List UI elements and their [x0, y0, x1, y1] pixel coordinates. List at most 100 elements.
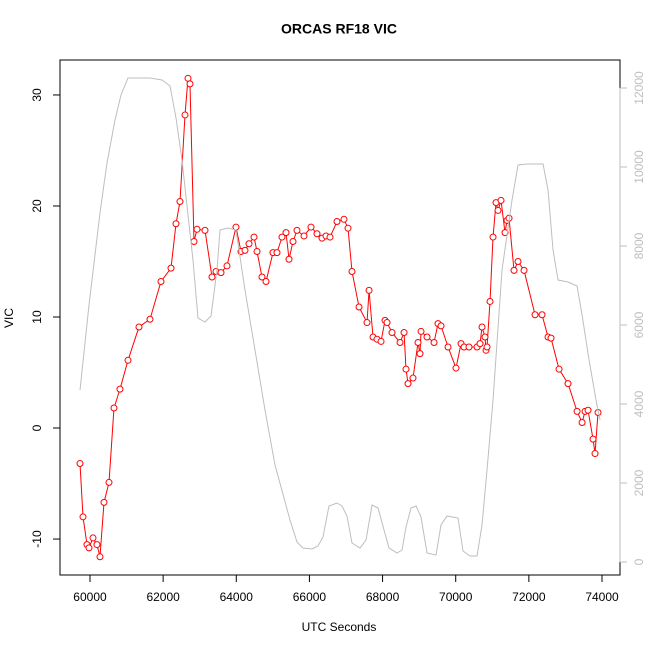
data-point — [423, 333, 431, 341]
data-point — [245, 240, 253, 248]
y-tick-label: 10 — [30, 310, 44, 324]
data-point — [262, 277, 270, 285]
y2-tick-label: 10000 — [632, 150, 646, 184]
data-point — [201, 226, 209, 234]
data-point — [402, 365, 410, 373]
data-point — [589, 435, 597, 443]
data-point — [96, 553, 104, 561]
data-point — [348, 267, 356, 275]
data-point — [181, 111, 189, 119]
data-point — [344, 224, 352, 232]
data-point — [250, 233, 258, 241]
data-point — [223, 262, 231, 270]
data-point — [396, 339, 404, 347]
data-point — [520, 266, 528, 274]
data-point — [547, 334, 555, 342]
y2-tick-label: 8000 — [632, 232, 646, 259]
data-point — [416, 350, 424, 358]
data-point — [444, 343, 452, 351]
data-point — [437, 322, 445, 330]
data-point — [278, 233, 286, 241]
data-point — [430, 339, 438, 347]
data-point — [383, 319, 391, 327]
x-tick-label: 74000 — [585, 590, 619, 604]
data-point — [258, 273, 266, 281]
data-point — [293, 226, 301, 234]
y2-tick-label: 0 — [632, 558, 646, 565]
data-point — [190, 238, 198, 246]
series-line — [79, 77, 601, 557]
y-tick-label: 20 — [30, 199, 44, 213]
data-point — [105, 478, 113, 486]
data-point — [377, 337, 385, 345]
data-point — [538, 311, 546, 319]
data-point — [510, 266, 518, 274]
data-point — [465, 343, 473, 351]
data-point — [300, 232, 308, 240]
data-point — [476, 340, 484, 348]
data-point — [486, 297, 494, 305]
data-point — [116, 385, 124, 393]
data-point — [584, 406, 592, 414]
data-point — [400, 329, 408, 337]
data-point — [417, 327, 425, 335]
data-point — [333, 218, 341, 226]
data-point — [193, 225, 201, 233]
x-tick-label: 70000 — [439, 590, 473, 604]
data-point — [273, 249, 281, 257]
x-tick-label: 68000 — [366, 590, 400, 604]
data-point — [167, 264, 175, 272]
data-point — [307, 223, 315, 231]
data-point — [404, 380, 412, 388]
data-point — [135, 323, 143, 331]
data-point — [388, 329, 396, 337]
data-point — [217, 269, 225, 277]
data-point — [89, 534, 97, 542]
data-point — [241, 246, 249, 254]
x-tick-label: 60000 — [73, 590, 107, 604]
data-point — [176, 198, 184, 206]
data-point — [497, 196, 505, 204]
x-tick-label: 66000 — [293, 590, 327, 604]
x-tick-label: 72000 — [512, 590, 546, 604]
data-point — [564, 380, 572, 388]
data-point — [489, 233, 497, 241]
x-tick-label: 62000 — [146, 590, 180, 604]
data-point — [481, 333, 489, 341]
data-point — [478, 323, 486, 331]
y-tick-label: 30 — [30, 88, 44, 102]
y-axis-label: VIC — [2, 308, 16, 328]
data-point — [494, 206, 502, 214]
y2-tick-label: 2000 — [632, 469, 646, 496]
x-axis-label: UTC Seconds — [302, 620, 377, 634]
data-point — [578, 418, 586, 426]
data-point — [573, 407, 581, 415]
data-point — [452, 364, 460, 372]
y-tick-label: 0 — [30, 424, 44, 431]
data-point — [591, 450, 599, 458]
data-point — [363, 319, 371, 327]
data-point — [326, 233, 334, 241]
data-point — [110, 404, 118, 412]
data-point — [124, 356, 132, 364]
data-point — [186, 80, 194, 88]
data-point — [157, 277, 165, 285]
y-tick-label: -10 — [30, 530, 44, 548]
y2-tick-label: 12000 — [632, 71, 646, 105]
data-point — [414, 339, 422, 347]
data-point — [409, 374, 417, 382]
data-point — [340, 215, 348, 223]
data-point — [282, 229, 290, 237]
data-point — [531, 311, 539, 319]
data-point — [355, 303, 363, 311]
data-point — [208, 273, 216, 281]
data-point — [79, 513, 87, 521]
y2-tick-label: 4000 — [632, 390, 646, 417]
data-point — [93, 541, 101, 549]
data-point — [172, 220, 180, 228]
data-point — [483, 343, 491, 351]
data-point — [76, 460, 84, 468]
data-point — [514, 257, 522, 265]
